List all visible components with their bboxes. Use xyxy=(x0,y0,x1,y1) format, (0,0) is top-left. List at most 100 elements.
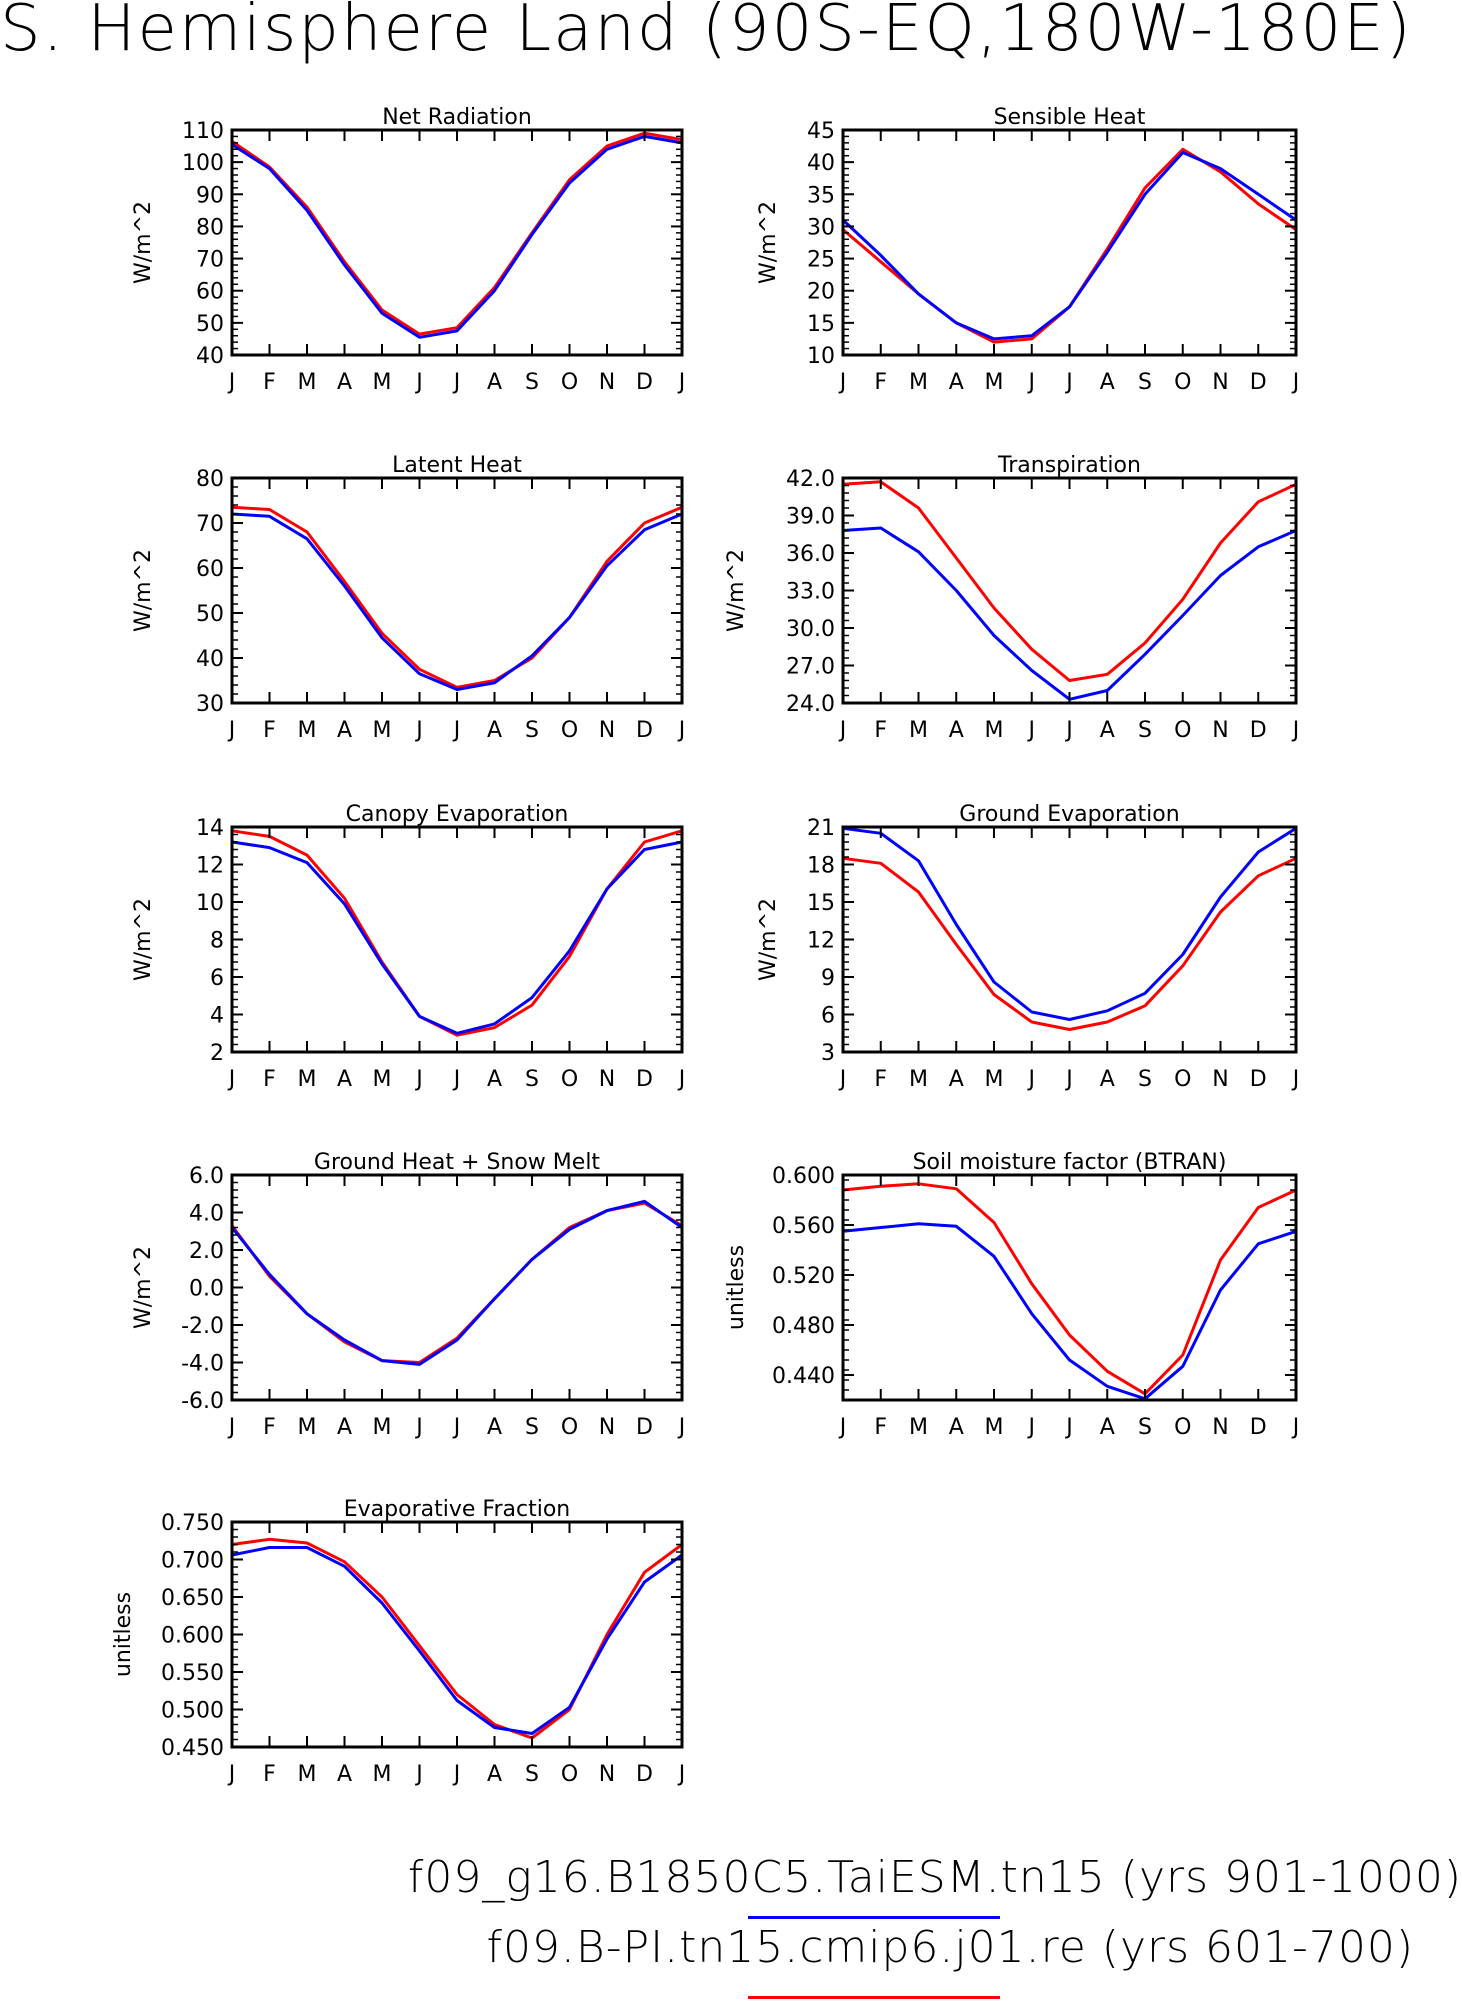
chart-6-xtick-label: A xyxy=(1100,1067,1115,1092)
chart-3-ytick-label: 50 xyxy=(196,602,224,627)
chart-1-ytick-label: 60 xyxy=(196,280,224,305)
chart-4-xtick-label: O xyxy=(1174,718,1191,743)
chart-6-xtick-label: J xyxy=(1291,1067,1300,1092)
chart-3-frame xyxy=(230,476,684,705)
chart-1-ytick-label: 100 xyxy=(182,151,224,176)
chart-3-xtick-label: J xyxy=(452,718,461,743)
chart-4-xtick-label: M xyxy=(909,718,928,743)
chart-9-xtick-label: N xyxy=(599,1762,615,1787)
chart-7-title: Ground Heat + Snow Melt xyxy=(314,1150,601,1175)
chart-5-xtick-label: A xyxy=(337,1067,352,1092)
chart-9-ytick-label: 0.550 xyxy=(161,1661,224,1686)
legend-entry-2-swatch xyxy=(748,1996,1000,1999)
chart-4-xtick-label: A xyxy=(1100,718,1115,743)
chart-2-xtick-label: N xyxy=(1212,370,1228,395)
chart-3-xtick-label: F xyxy=(263,718,276,743)
chart-6-xtick-label: D xyxy=(1250,1067,1267,1092)
page-title: S. Hemisphere Land (90S-EQ,180W-180E) xyxy=(0,0,1413,66)
chart-1-ytick-label: 80 xyxy=(196,215,224,240)
chart-6-xtick-label: M xyxy=(985,1067,1004,1092)
chart-2-xtick-label: J xyxy=(838,370,847,395)
chart-3-ytick-label: 60 xyxy=(196,557,224,582)
chart-2-xtick-label: J xyxy=(1291,370,1300,395)
chart-4-ylabel: W/m^2 xyxy=(724,549,749,632)
chart-1-ytick-label: 50 xyxy=(196,312,224,337)
chart-9-xtick-label: M xyxy=(298,1762,317,1787)
chart-8-xtick-label: J xyxy=(1064,1415,1073,1440)
chart-8-ylabel: unitless xyxy=(724,1245,749,1330)
chart-1-xtick-label: A xyxy=(487,370,502,395)
chart-2-xtick-label: S xyxy=(1138,370,1152,395)
chart-3-xtick-label: S xyxy=(525,718,539,743)
chart-5-xtick-label: J xyxy=(452,1067,461,1092)
chart-7-ytick-label: 2.0 xyxy=(189,1239,224,1264)
chart-9-xtick-label: J xyxy=(452,1762,461,1787)
chart-8-title: Soil moisture factor (BTRAN) xyxy=(913,1150,1227,1175)
chart-1-xtick-label: D xyxy=(636,370,653,395)
chart-5-xtick-label: O xyxy=(561,1067,578,1092)
chart-7-xtick-label: J xyxy=(227,1415,236,1440)
chart-6-xtick-label: O xyxy=(1174,1067,1191,1092)
chart-7-xtick-label: M xyxy=(298,1415,317,1440)
chart-5-title: Canopy Evaporation xyxy=(346,802,569,827)
chart-5-xtick-label: J xyxy=(227,1067,236,1092)
chart-2-ytick-label: 40 xyxy=(807,151,835,176)
chart-5-ytick-label: 2 xyxy=(210,1041,224,1066)
chart-9-xtick-label: F xyxy=(263,1762,276,1787)
chart-7-ytick-label: -6.0 xyxy=(181,1389,224,1414)
chart-3-ytick-label: 30 xyxy=(196,692,224,717)
chart-9-ytick-label: 0.750 xyxy=(161,1511,224,1536)
chart-3-xtick-label: J xyxy=(414,718,423,743)
chart-4-xtick-label: A xyxy=(949,718,964,743)
chart-7-ytick-label: 0.0 xyxy=(189,1277,224,1302)
chart-1-xtick-label: J xyxy=(227,370,236,395)
chart-5-xtick-label: F xyxy=(263,1067,276,1092)
chart-7-xtick-label: O xyxy=(561,1415,578,1440)
chart-8-xtick-label: D xyxy=(1250,1415,1267,1440)
chart-8-xtick-label: J xyxy=(1027,1415,1036,1440)
chart-8-ytick-label: 0.560 xyxy=(772,1214,835,1239)
chart-7-xtick-label: F xyxy=(263,1415,276,1440)
chart-6-xtick-label: A xyxy=(949,1067,964,1092)
chart-8-xtick-label: M xyxy=(985,1415,1004,1440)
chart-7-ytick-label: -2.0 xyxy=(181,1314,224,1339)
chart-5-xtick-label: M xyxy=(298,1067,317,1092)
chart-6-xtick-label: J xyxy=(838,1067,847,1092)
chart-8-xtick-label: F xyxy=(874,1415,887,1440)
chart-4-xtick-label: S xyxy=(1138,718,1152,743)
chart-5-xtick-label: A xyxy=(487,1067,502,1092)
chart-4-xtick-label: M xyxy=(985,718,1004,743)
chart-3-xtick-label: J xyxy=(677,718,686,743)
chart-2-frame xyxy=(841,128,1298,357)
chart-9-xtick-label: A xyxy=(337,1762,352,1787)
chart-2-ylabel: W/m^2 xyxy=(756,201,781,284)
chart-1-ytick-label: 110 xyxy=(182,119,224,144)
chart-1-xtick-label: J xyxy=(452,370,461,395)
chart-6-ytick-label: 15 xyxy=(807,891,835,916)
chart-4-xtick-label: J xyxy=(838,718,847,743)
chart-8-xtick-label: A xyxy=(1100,1415,1115,1440)
chart-2-xtick-label: M xyxy=(985,370,1004,395)
chart-6-xtick-label: J xyxy=(1064,1067,1073,1092)
chart-5-xtick-label: D xyxy=(636,1067,653,1092)
chart-8-ytick-label: 0.480 xyxy=(772,1314,835,1339)
chart-3-series-blue-line xyxy=(231,512,683,691)
chart-4-ytick-label: 36.0 xyxy=(786,542,835,567)
chart-1-xtick-label: J xyxy=(414,370,423,395)
chart-1-xtick-label: F xyxy=(263,370,276,395)
chart-3-ytick-label: 80 xyxy=(196,467,224,492)
chart-8-xtick-label: N xyxy=(1212,1415,1228,1440)
chart-5-series-blue-line xyxy=(231,840,683,1035)
chart-4-frame xyxy=(841,476,1298,705)
chart-1-title: Net Radiation xyxy=(382,105,532,130)
chart-5-series-red-line xyxy=(231,829,683,1037)
chart-7-xtick-label: J xyxy=(677,1415,686,1440)
chart-5-xtick-label: N xyxy=(599,1067,615,1092)
chart-2-xtick-label: D xyxy=(1250,370,1267,395)
chart-6-ytick-label: 21 xyxy=(807,816,835,841)
chart-5-ytick-label: 10 xyxy=(196,891,224,916)
chart-6-series-blue-line xyxy=(842,826,1297,1021)
chart-1-ytick-label: 90 xyxy=(196,183,224,208)
chart-4-xtick-label: J xyxy=(1027,718,1036,743)
